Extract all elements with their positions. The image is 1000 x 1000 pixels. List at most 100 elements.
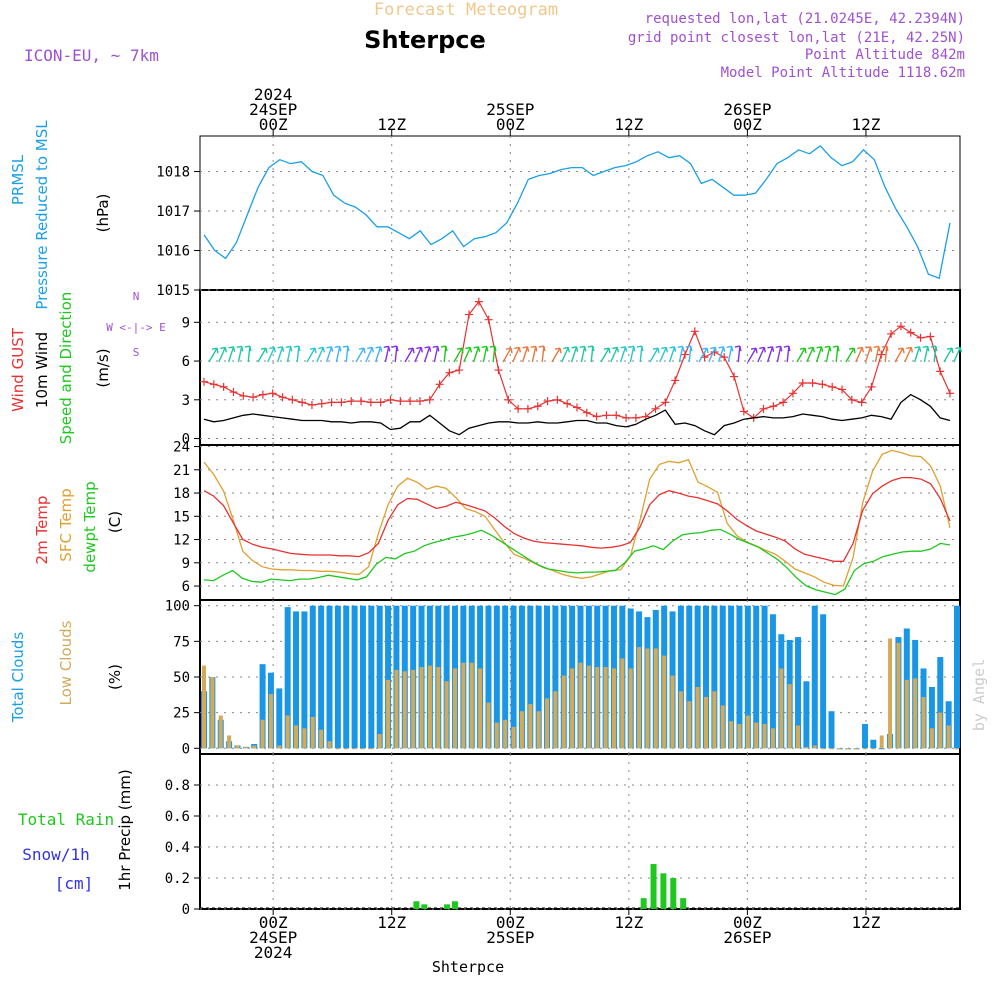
total-cloud-bar [518, 605, 525, 749]
gust-marker [229, 388, 238, 397]
wind-arrow-head [277, 346, 285, 352]
wind-arrow [541, 346, 545, 363]
wind-arrow [502, 347, 512, 363]
t2m-line [203, 476, 951, 562]
wind-arrow-head [260, 347, 268, 354]
gust-marker [268, 389, 277, 398]
gust-line [203, 300, 951, 419]
rain-label: Total Rain [18, 810, 114, 829]
wind-arrow-head [946, 347, 954, 354]
low-cloud-bar [603, 667, 608, 749]
rain-bar [640, 898, 647, 909]
snow-label: Snow/1h [22, 845, 89, 864]
wind-arrow [737, 346, 741, 363]
total-cloud-bar [945, 701, 952, 749]
low-cloud-bar [637, 647, 642, 749]
wind-arrow-head [367, 346, 374, 353]
wind-arrow-head [505, 347, 513, 354]
wind-arrow [668, 346, 676, 363]
low-cloud-bar [854, 748, 859, 750]
low-cloud-bar [511, 726, 516, 749]
low-cloud-bar [436, 667, 441, 749]
low-cloud-bar [402, 671, 407, 749]
wind-arrow-head [710, 346, 717, 353]
wind-arrow-head [799, 347, 807, 354]
wind-arrow [512, 347, 520, 363]
low-cloud-bar [787, 684, 792, 749]
wind-arrow [629, 346, 635, 363]
low-cloud-bar [653, 648, 658, 749]
temperature-ytick-label-2: 12 [173, 533, 190, 549]
wind-arrow-head [750, 347, 758, 354]
gust-marker [651, 404, 660, 413]
total-cloud-bar [502, 605, 509, 749]
gridlines [200, 136, 960, 910]
gust-marker [307, 400, 316, 409]
top-time-label-0-2: 00Z [259, 115, 288, 134]
model-altitude: Model Point Altitude 1118.62m [721, 65, 965, 81]
low-cloud-bar [796, 725, 801, 749]
low-cloud-bar [319, 729, 324, 749]
low-cloud-bar [285, 715, 290, 749]
wind-arrow-head [718, 346, 726, 352]
wind-arrow [786, 346, 790, 363]
gust-marker [406, 397, 415, 406]
wind-arrow-head [424, 346, 432, 352]
wind-unit: (m/s) [94, 348, 112, 387]
wind-arrow [492, 346, 496, 363]
wind-ytick-label-0: 0 [182, 432, 190, 448]
low-cloud-bar [712, 691, 717, 749]
wind-arrow [943, 347, 953, 363]
wind-arrow [227, 346, 235, 363]
rain-bar [680, 898, 687, 909]
gust-marker [258, 390, 267, 399]
gust-marker [857, 398, 866, 407]
wind-arrow [443, 346, 447, 363]
total-cloud-bar [510, 605, 517, 749]
wind-arrow [639, 346, 643, 363]
low-cloud-bar [670, 675, 675, 749]
pressure-ytick-label-2: 1017 [156, 204, 190, 220]
rain-bar [444, 904, 451, 909]
wind-arrow [472, 346, 480, 363]
gust-marker [592, 412, 601, 421]
gust-marker [239, 391, 248, 400]
gust-marker [543, 397, 552, 406]
wind-arrow [610, 347, 618, 363]
total-cloud-bar [703, 605, 709, 749]
gust-marker [582, 408, 591, 417]
wind-arrow-head [473, 346, 481, 352]
wind-arrow-head [612, 346, 619, 353]
low-cloud-bar [754, 722, 759, 749]
wind-arrow-head [587, 345, 595, 352]
low-cloud-bar [218, 715, 223, 749]
gust-marker [759, 404, 768, 413]
bottom-time-label-0-1: 24SEP [249, 928, 297, 947]
gust-marker [474, 297, 483, 306]
wind-arrow-head [220, 346, 227, 353]
rain-bar [451, 901, 458, 909]
wind-arrow [776, 346, 782, 363]
gust-marker [690, 327, 699, 336]
wind-arrow [708, 347, 716, 363]
low-cloud-bar [695, 686, 700, 749]
gust-marker [867, 382, 876, 391]
wind-arrow [678, 346, 684, 363]
gust-marker [298, 398, 307, 407]
wind-arrow [433, 346, 439, 363]
wind-arrow [482, 346, 488, 363]
pressure-panel [199, 135, 961, 291]
rain-bar [421, 904, 428, 909]
wind-arrow [335, 346, 341, 363]
top-time-label-2-1: 00Z [496, 115, 525, 134]
wind-arrow [267, 347, 275, 363]
gust-marker [818, 380, 827, 389]
gust-marker [484, 315, 493, 324]
total-cloud-bar [761, 605, 768, 749]
low-cloud-bar [938, 712, 943, 749]
low-cloud-bar [779, 668, 784, 749]
wind-arrow-head [481, 345, 489, 352]
low-cloud-bar [227, 735, 232, 749]
bottom-time-label-2-0: 00Z [496, 913, 525, 932]
footer-location: Shterpce [432, 958, 504, 976]
